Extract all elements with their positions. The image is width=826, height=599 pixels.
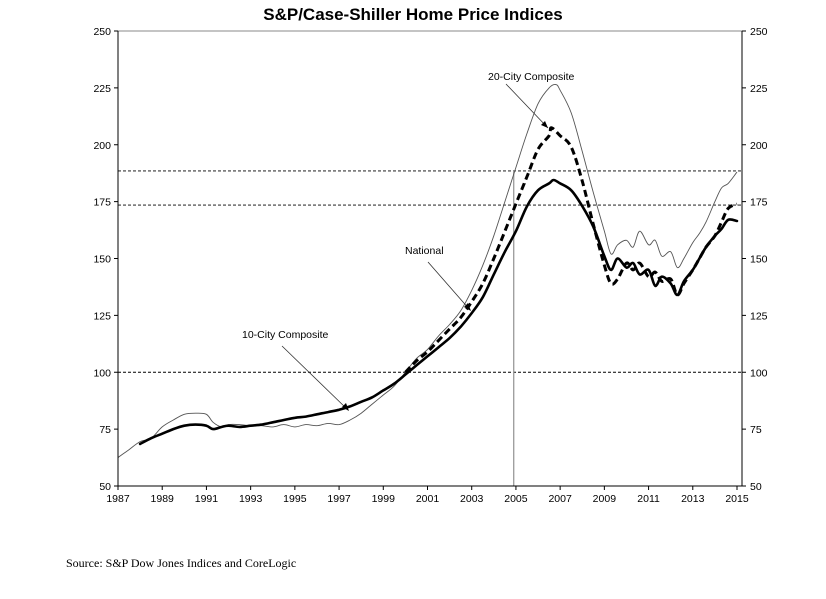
home-price-chart: S&P/Case-Shiller Home Price Indices 20-C… bbox=[93, 5, 767, 505]
annotation-arrowhead-10-city bbox=[342, 403, 349, 411]
annotation-arrow-10-city bbox=[281, 345, 349, 411]
annotation-label-10-city: 10-City Composite bbox=[242, 329, 329, 341]
y-tick-label-right: 125 bbox=[750, 310, 768, 322]
x-tick-label: 1999 bbox=[372, 493, 396, 505]
x-tick-label: 2011 bbox=[637, 493, 660, 505]
chart-title: S&P/Case-Shiller Home Price Indices bbox=[263, 5, 563, 24]
reference-lines bbox=[118, 170, 742, 486]
x-tick-label: 1995 bbox=[283, 493, 307, 505]
x-tick-label: 1993 bbox=[239, 493, 263, 505]
x-tick-label: 2013 bbox=[681, 493, 705, 505]
series-line-national bbox=[138, 178, 739, 446]
x-tick-label: 1991 bbox=[195, 493, 219, 505]
y-tick-label-left: 100 bbox=[93, 367, 111, 379]
y-tick-label-left: 150 bbox=[93, 254, 111, 266]
x-tick-label: 2007 bbox=[548, 493, 572, 505]
annotation-arrowhead-national bbox=[464, 303, 471, 311]
y-tick-label-left: 175 bbox=[93, 197, 111, 209]
y-tick-label-left: 50 bbox=[99, 481, 111, 493]
x-tick-label: 1989 bbox=[151, 493, 175, 505]
axes: 50 50 75 75 100 100 125 125 150 150 175 175 200 200 22… bbox=[93, 26, 767, 505]
y-tick-label-right: 225 bbox=[750, 83, 768, 95]
y-tick-label-left: 200 bbox=[93, 140, 111, 152]
x-tick-label: 1997 bbox=[327, 493, 351, 505]
x-tick-label: 2009 bbox=[593, 493, 617, 505]
x-tick-label: 2005 bbox=[504, 493, 528, 505]
y-tick-label-right: 100 bbox=[750, 367, 768, 379]
y-tick-label-right: 250 bbox=[750, 26, 768, 38]
x-tick-label: 2003 bbox=[460, 493, 484, 505]
annotations: 20-City Composite National 10-City Compo… bbox=[242, 71, 575, 411]
y-tick-label-right: 150 bbox=[750, 254, 768, 266]
y-tick-label-right: 200 bbox=[750, 140, 768, 152]
y-tick-label-left: 75 bbox=[99, 424, 111, 436]
x-tick-label: 1987 bbox=[106, 493, 130, 505]
x-tick-label: 2001 bbox=[416, 493, 440, 505]
annotation-arrow-20-city bbox=[505, 83, 549, 129]
series-line-20-city-composite bbox=[404, 126, 738, 374]
x-tick-label: 2015 bbox=[725, 493, 749, 505]
annotation-label-20-city: 20-City Composite bbox=[488, 71, 575, 83]
y-tick-label-right: 75 bbox=[750, 424, 762, 436]
y-tick-label-left: 225 bbox=[93, 83, 111, 95]
annotation-arrowhead-20-city bbox=[541, 121, 548, 128]
y-tick-label-right: 175 bbox=[750, 197, 768, 209]
y-tick-label-left: 250 bbox=[93, 26, 111, 38]
annotation-label-national: National bbox=[405, 245, 444, 257]
series-lines bbox=[117, 83, 739, 458]
source-note: Source: S&P Dow Jones Indices and CoreLo… bbox=[66, 556, 297, 570]
y-tick-label-left: 125 bbox=[93, 310, 111, 322]
annotation-arrow-national bbox=[427, 261, 471, 311]
y-tick-label-right: 50 bbox=[750, 481, 762, 493]
